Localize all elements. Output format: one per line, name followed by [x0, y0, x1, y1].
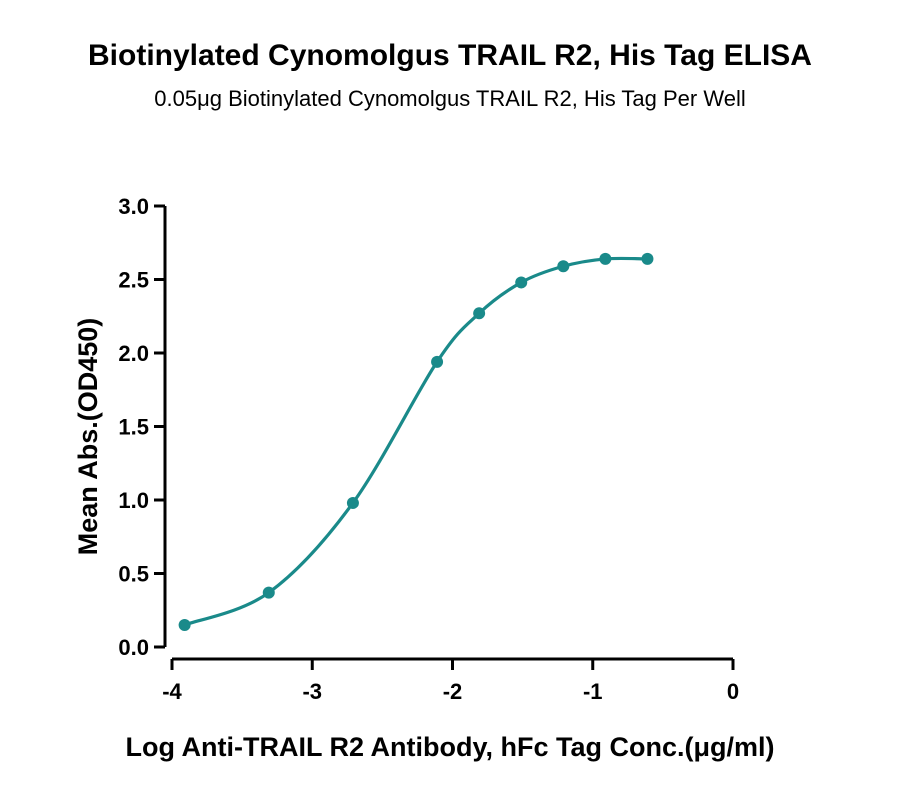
series-layer: [178, 252, 654, 631]
y-axis-label: Mean Abs.(OD450): [73, 318, 103, 556]
chart-title: Biotinylated Cynomolgus TRAIL R2, His Ta…: [88, 39, 812, 72]
x-tick-label: -4: [162, 679, 182, 704]
series-line: [183, 256, 650, 627]
y-tick-label: 2.0: [118, 341, 149, 366]
x-axis-label: Log Anti-TRAIL R2 Antibody, hFc Tag Conc…: [126, 732, 775, 762]
axes-group: 0.0 0.5 1.0 1.5 2.0 2.5 3.0 -4 -3 -2 -1 0: [118, 194, 739, 704]
data-point: [262, 586, 275, 599]
y-tick-label: 1.5: [118, 415, 149, 440]
chart-subtitle: 0.05μg Biotinylated Cynomolgus TRAIL R2,…: [154, 86, 746, 111]
data-point: [178, 618, 191, 631]
data-point: [473, 307, 486, 320]
x-tick-label: -1: [583, 679, 603, 704]
y-tick-label: 1.0: [118, 488, 149, 513]
y-tick-label: 2.5: [118, 268, 149, 293]
data-point: [431, 355, 444, 368]
x-tick-label: -2: [443, 679, 463, 704]
y-tick-label: 0.0: [118, 635, 149, 660]
data-point: [515, 276, 528, 289]
y-tick-label: 3.0: [118, 194, 149, 219]
data-point: [346, 496, 359, 509]
data-point: [557, 260, 570, 273]
data-point: [599, 252, 612, 265]
x-tick-label: 0: [727, 679, 739, 704]
y-tick-label: 0.5: [118, 562, 149, 587]
data-point: [641, 252, 654, 265]
x-ticks: -4 -3 -2 -1 0: [162, 659, 739, 704]
x-tick-label: -3: [302, 679, 322, 704]
y-ticks: 0.0 0.5 1.0 1.5 2.0 2.5 3.0: [118, 194, 165, 660]
